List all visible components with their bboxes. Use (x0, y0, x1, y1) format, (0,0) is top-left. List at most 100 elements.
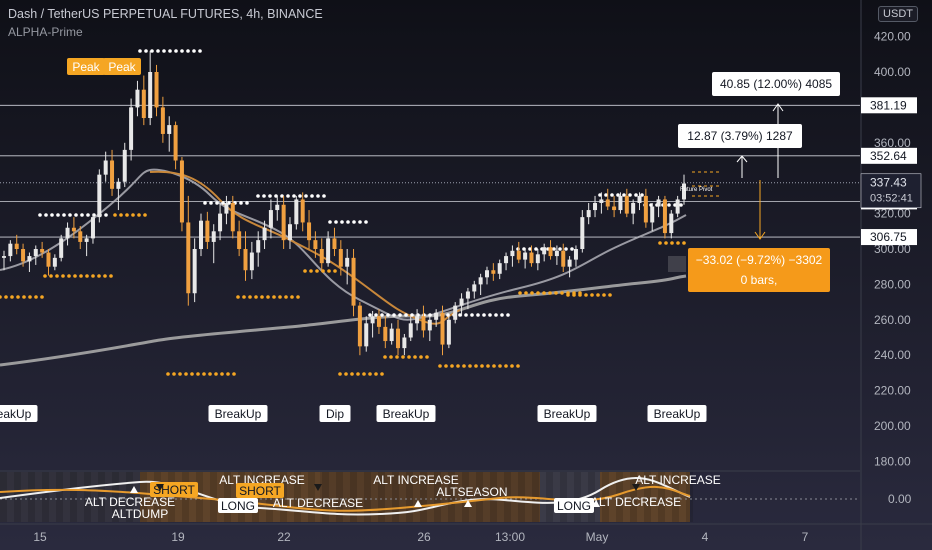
candle (319, 238, 324, 271)
level-dot (196, 372, 200, 376)
measure-text-2: 0 bars, (741, 273, 778, 287)
sub-stripe (224, 472, 231, 522)
level-dot (476, 313, 480, 317)
x-tick-label: 26 (417, 530, 431, 544)
sub-signal-badge (236, 483, 284, 498)
candle (237, 220, 242, 257)
level-dot (103, 274, 107, 278)
level-dot (518, 291, 522, 295)
countdown-label: 03:52:41 (870, 193, 913, 205)
signal-label: BreakUp (215, 407, 262, 421)
level-dot (670, 241, 674, 245)
sub-signal-label: ALT DECREASE (85, 495, 175, 509)
candle (554, 245, 559, 265)
x-tick-label: 4 (702, 530, 709, 544)
level-dot (104, 213, 108, 217)
candle (465, 287, 470, 310)
signal-badge (103, 58, 141, 75)
sub-band (540, 472, 600, 522)
level-dot (464, 313, 468, 317)
candle-body (453, 305, 458, 320)
candle (268, 199, 273, 239)
candle (370, 310, 375, 338)
candle-body (478, 277, 483, 285)
signal-label: BreakUp (654, 407, 701, 421)
level-dot (248, 295, 252, 299)
candle (59, 234, 64, 262)
x-tick-label: 15 (33, 530, 47, 544)
level-dot (552, 247, 556, 251)
level-dot (202, 372, 206, 376)
candle (357, 302, 362, 356)
level-dot (542, 291, 546, 295)
candle (179, 156, 184, 232)
current-price-badge (860, 173, 922, 209)
candle-body (421, 316, 426, 331)
sub-triangle (314, 484, 322, 491)
level-dot (266, 295, 270, 299)
x-tick-label: 19 (171, 530, 185, 544)
candle-body (650, 206, 655, 223)
candle (90, 213, 95, 244)
candle (65, 222, 70, 246)
level-dot (450, 364, 454, 368)
candle-body (224, 202, 229, 214)
sub-stripe (672, 472, 679, 522)
measure-text: 40.85 (12.00%) 4085 (720, 77, 832, 91)
candle (675, 195, 680, 218)
currency-button[interactable]: USDT (878, 6, 918, 22)
level-dot (474, 364, 478, 368)
level-dot (488, 313, 492, 317)
signal-badge (0, 405, 38, 422)
level-dot (327, 269, 331, 273)
candle (459, 293, 464, 317)
candle (141, 75, 146, 126)
candle-body (523, 252, 528, 260)
candle-body (472, 284, 477, 292)
level-dot (658, 241, 662, 245)
level-dot (16, 295, 20, 299)
level-dot (604, 193, 608, 197)
sub-band (600, 472, 690, 522)
level-dot (198, 49, 202, 53)
candle-body (491, 270, 496, 274)
level-dot (444, 364, 448, 368)
candle (624, 188, 629, 218)
measure-text: −33.02 (−9.72%) −3302 (696, 253, 823, 267)
level-dot (208, 372, 212, 376)
level-dot (43, 274, 47, 278)
sub-stripe (560, 472, 567, 522)
candle (643, 188, 648, 228)
candle-body (682, 183, 686, 200)
signal-badge (376, 405, 436, 422)
oscillator-line (0, 477, 691, 516)
level-dot (85, 274, 89, 278)
level-dot (214, 372, 218, 376)
level-dot (315, 269, 319, 273)
candle-body (383, 326, 388, 342)
level-dot (62, 213, 66, 217)
candle-body (2, 256, 6, 258)
level-dot (50, 213, 54, 217)
level-dot (150, 49, 154, 53)
level-dot (374, 372, 378, 376)
candle-body (338, 249, 343, 267)
candle-body (287, 224, 292, 241)
candle-body (389, 328, 394, 342)
level-dot (564, 247, 568, 251)
candle (275, 195, 280, 221)
sub-triangle (156, 484, 164, 491)
candle-body (160, 107, 165, 134)
level-dot (536, 291, 540, 295)
candle-body (548, 247, 553, 257)
candle (510, 245, 515, 267)
level-dot (446, 313, 450, 317)
sub-signal-badge (218, 498, 258, 513)
level-dot (358, 220, 362, 224)
candle (84, 234, 89, 257)
sub-signal-label: ALT INCREASE (373, 473, 459, 487)
level-dot (56, 213, 60, 217)
sub-signal-label: SHORT (239, 484, 281, 498)
candle (300, 192, 305, 232)
